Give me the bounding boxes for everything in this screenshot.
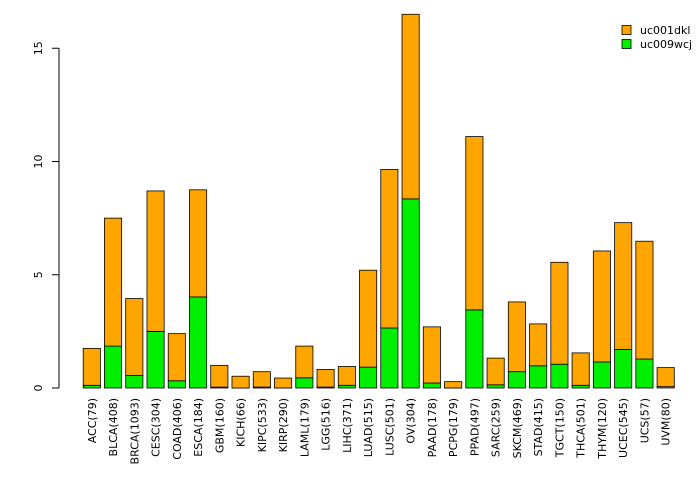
bar-segment-uc001dkl — [253, 372, 270, 387]
bar-segment-uc001dkl — [274, 378, 291, 388]
bar-segment-uc009wcj — [104, 346, 121, 388]
x-tick-label: KIPC(533) — [256, 398, 269, 452]
bar-segment-uc009wcj — [402, 199, 419, 388]
legend-label: uc001dkl — [640, 24, 690, 37]
bar-segment-uc001dkl — [657, 368, 674, 387]
bar-segment-uc009wcj — [551, 364, 568, 388]
x-tick-label: STAD(415) — [532, 398, 545, 456]
bar-segment-uc009wcj — [466, 310, 483, 388]
bar-segment-uc001dkl — [423, 327, 440, 383]
x-tick-label: UCEC(545) — [617, 398, 630, 458]
bar-segment-uc009wcj — [381, 328, 398, 388]
x-tick-label: LGG(516) — [320, 398, 333, 451]
x-tick-labels: ACC(79) BLCA(408) BRCA(1093) CESC(304) COAD(… — [86, 398, 673, 464]
x-tick-label: BRCA(1093) — [128, 398, 141, 464]
bars — [83, 14, 674, 388]
x-tick-label: KIRP(290) — [277, 398, 290, 452]
bar-segment-uc001dkl — [445, 382, 462, 388]
bar-segment-uc009wcj — [168, 381, 185, 388]
y-tick-label: 0 — [32, 385, 45, 392]
bar-segment-uc001dkl — [572, 353, 589, 385]
bar-segment-uc001dkl — [466, 137, 483, 310]
x-tick-label: ACC(79) — [86, 398, 99, 443]
bar-segment-uc001dkl — [551, 262, 568, 364]
bar-segment-uc001dkl — [508, 302, 525, 372]
y-tick-label: 15 — [32, 41, 45, 55]
bar-segment-uc009wcj — [487, 385, 504, 388]
y-axis: 0 5 10 15 — [32, 41, 59, 391]
bar-segment-uc001dkl — [296, 346, 313, 378]
bar-segment-uc009wcj — [636, 359, 653, 388]
legend-swatch — [622, 40, 631, 49]
bar-segment-uc009wcj — [147, 331, 164, 388]
x-tick-label: CESC(304) — [150, 398, 163, 457]
x-tick-label: PPAD(497) — [468, 398, 481, 456]
bar-segment-uc001dkl — [487, 358, 504, 385]
legend-label: uc009wcj — [640, 38, 692, 51]
bar-segment-uc009wcj — [530, 366, 547, 388]
bar-segment-uc001dkl — [126, 299, 143, 376]
x-tick-label: BLCA(408) — [107, 398, 120, 456]
x-tick-label: THCA(501) — [575, 398, 588, 459]
bar-segment-uc001dkl — [317, 369, 334, 387]
x-tick-label: SARC(259) — [490, 398, 503, 457]
bar-segment-uc001dkl — [615, 223, 632, 350]
x-tick-label: ESCA(184) — [192, 398, 205, 457]
x-tick-label: COAD(406) — [171, 398, 184, 460]
x-tick-label: LUAD(515) — [362, 398, 375, 457]
x-tick-label: OV(304) — [405, 398, 418, 444]
x-tick-label: PCPG(179) — [447, 398, 460, 457]
bar-segment-uc009wcj — [508, 372, 525, 388]
bar-segment-uc009wcj — [189, 297, 206, 388]
x-tick-label: KICH(66) — [235, 398, 248, 447]
bar-segment-uc009wcj — [126, 376, 143, 388]
bar-segment-uc009wcj — [360, 367, 377, 388]
bar-segment-uc001dkl — [168, 334, 185, 381]
y-tick-label: 10 — [32, 155, 45, 169]
bar-segment-uc001dkl — [593, 251, 610, 362]
bar-segment-uc001dkl — [360, 270, 377, 367]
x-tick-label: GBM(160) — [213, 398, 226, 453]
x-tick-label: LAML(179) — [298, 398, 311, 457]
x-tick-label: LIHC(371) — [341, 398, 354, 453]
bar-segment-uc009wcj — [572, 385, 589, 388]
bar-segment-uc001dkl — [636, 241, 653, 359]
bar-segment-uc001dkl — [104, 218, 121, 346]
bar-segment-uc001dkl — [83, 348, 100, 385]
bar-segment-uc001dkl — [232, 376, 249, 388]
bar-segment-uc001dkl — [189, 190, 206, 297]
x-tick-label: UCS(57) — [638, 398, 651, 443]
bar-segment-uc009wcj — [423, 383, 440, 388]
bar-segment-uc009wcj — [338, 385, 355, 388]
bar-segment-uc001dkl — [147, 191, 164, 331]
bar-segment-uc001dkl — [381, 169, 398, 328]
x-tick-label: THYM(120) — [596, 398, 609, 460]
bar-segment-uc001dkl — [211, 365, 228, 387]
bar-segment-uc001dkl — [338, 366, 355, 385]
x-tick-label: UVM(80) — [660, 398, 673, 446]
bar-segment-uc009wcj — [593, 362, 610, 388]
bar-segment-uc001dkl — [402, 14, 419, 199]
x-tick-label: PAAD(178) — [426, 398, 439, 457]
bar-segment-uc009wcj — [615, 349, 632, 388]
bar-segment-uc009wcj — [296, 378, 313, 388]
y-tick-label: 5 — [32, 271, 45, 278]
bar-segment-uc009wcj — [83, 385, 100, 388]
x-tick-label: SKCM(469) — [511, 398, 524, 458]
x-tick-label: TGCT(150) — [553, 398, 566, 458]
x-tick-label: LUSC(501) — [383, 398, 396, 456]
bar-segment-uc001dkl — [530, 324, 547, 366]
legend-swatch — [622, 26, 631, 35]
